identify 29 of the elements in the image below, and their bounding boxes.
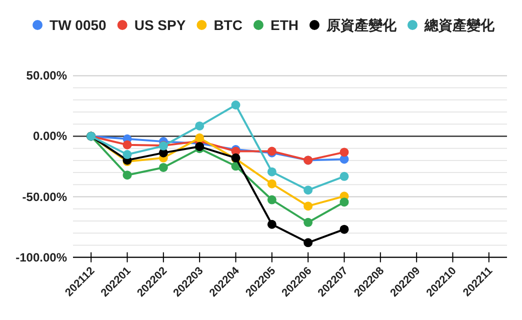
point: [340, 148, 349, 157]
point: [340, 224, 349, 234]
legend-label: US SPY: [134, 17, 186, 33]
point: [304, 202, 313, 211]
point: [340, 198, 349, 207]
point: [304, 218, 313, 227]
legend-label: 原資產變化: [325, 17, 398, 33]
y-tick-label: -100.00%: [16, 250, 68, 264]
point: [267, 167, 276, 176]
point: [304, 186, 313, 195]
point: [340, 172, 349, 181]
point: [122, 170, 132, 180]
legend-label: ETH: [270, 17, 298, 33]
point: [231, 100, 240, 110]
point: [195, 133, 204, 142]
point: [195, 121, 204, 130]
y-tick-label: -50.00%: [22, 190, 68, 204]
point: [304, 238, 313, 248]
legend-label: TW 0050: [50, 17, 107, 33]
point: [267, 195, 276, 204]
point: [122, 150, 132, 160]
point: [158, 162, 168, 172]
point: [267, 179, 276, 188]
y-tick-label: 50.00%: [26, 68, 68, 83]
y-tick-label: 0.00%: [32, 129, 68, 144]
point: [267, 220, 276, 229]
legend-label: BTC: [214, 17, 242, 33]
legend-label: 總資產變化: [423, 17, 496, 33]
point: [122, 140, 132, 150]
